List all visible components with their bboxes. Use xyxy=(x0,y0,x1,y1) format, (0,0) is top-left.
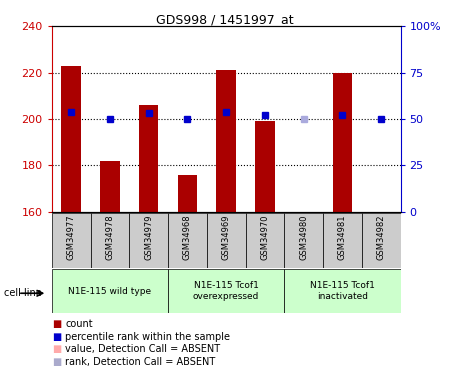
Bar xyxy=(129,213,168,268)
Text: ■: ■ xyxy=(52,357,61,366)
Text: GSM34981: GSM34981 xyxy=(338,215,347,260)
Text: GSM34978: GSM34978 xyxy=(105,215,114,260)
Bar xyxy=(52,269,168,313)
Bar xyxy=(255,122,274,212)
Bar xyxy=(168,269,284,313)
Text: GSM34977: GSM34977 xyxy=(67,215,76,260)
Text: GSM34979: GSM34979 xyxy=(144,215,153,260)
Bar xyxy=(168,213,207,268)
Bar xyxy=(246,213,284,268)
Bar xyxy=(90,213,129,268)
Bar xyxy=(52,213,90,268)
Text: N1E-115 Tcof1
overexpressed: N1E-115 Tcof1 overexpressed xyxy=(193,281,259,301)
Text: ■: ■ xyxy=(52,344,61,354)
Text: GSM34969: GSM34969 xyxy=(221,215,230,260)
Text: ■: ■ xyxy=(52,332,61,342)
Bar xyxy=(100,161,120,212)
Text: percentile rank within the sample: percentile rank within the sample xyxy=(65,332,230,342)
Text: N1E-115 wild type: N1E-115 wild type xyxy=(68,286,152,296)
Bar xyxy=(333,73,352,212)
Text: N1E-115 Tcof1
inactivated: N1E-115 Tcof1 inactivated xyxy=(310,281,375,301)
Bar xyxy=(139,105,158,212)
Bar xyxy=(178,175,197,212)
Bar xyxy=(362,213,400,268)
Bar xyxy=(216,70,236,212)
Bar xyxy=(62,66,81,212)
Text: GSM34982: GSM34982 xyxy=(377,215,386,260)
Bar xyxy=(207,213,246,268)
Text: GSM34968: GSM34968 xyxy=(183,215,192,260)
Bar xyxy=(284,269,400,313)
Bar xyxy=(284,213,323,268)
Bar xyxy=(323,213,362,268)
Text: cell line: cell line xyxy=(4,288,42,298)
Text: GSM34970: GSM34970 xyxy=(261,215,270,260)
Text: value, Detection Call = ABSENT: value, Detection Call = ABSENT xyxy=(65,344,220,354)
Text: GSM34980: GSM34980 xyxy=(299,215,308,260)
Text: ■: ■ xyxy=(52,320,61,329)
Text: count: count xyxy=(65,320,93,329)
Text: GDS998 / 1451997_at: GDS998 / 1451997_at xyxy=(156,13,294,26)
Text: rank, Detection Call = ABSENT: rank, Detection Call = ABSENT xyxy=(65,357,216,366)
